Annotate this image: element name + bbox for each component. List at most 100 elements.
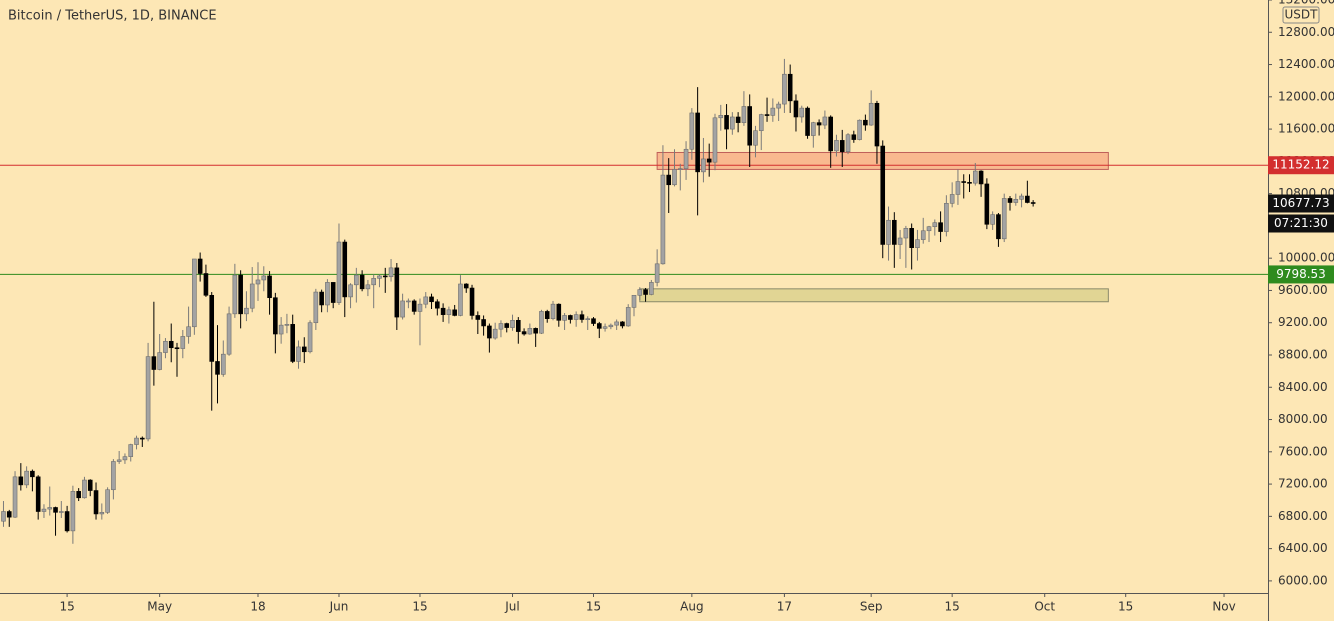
candle-body xyxy=(811,122,816,136)
last-price-box xyxy=(1268,194,1334,213)
candle-body xyxy=(157,352,162,370)
x-tick-label: 15 xyxy=(586,600,601,614)
candle-body xyxy=(625,307,631,327)
candle-body xyxy=(683,148,689,169)
candle-body xyxy=(116,459,122,462)
candle-body xyxy=(440,307,446,315)
candle-body xyxy=(400,300,405,318)
candle-body xyxy=(180,336,186,349)
x-tick-label: 15 xyxy=(945,600,960,614)
candle-body xyxy=(307,322,313,353)
y-tick-label: 10000.00 xyxy=(1278,251,1334,265)
candle-body xyxy=(336,241,342,303)
candle-body xyxy=(371,278,376,286)
candle-body xyxy=(701,158,706,173)
candle-body xyxy=(712,117,718,163)
x-tick-label: Jul xyxy=(504,600,519,614)
candle-body xyxy=(111,461,116,491)
candle-body xyxy=(168,340,174,349)
x-tick-label: 18 xyxy=(250,600,265,614)
candle-body xyxy=(140,437,145,440)
candle-body xyxy=(793,100,799,118)
candle-body xyxy=(273,297,278,335)
y-tick-label: 7600.00 xyxy=(1278,444,1328,458)
candle-body xyxy=(649,282,654,295)
candle-body xyxy=(544,311,550,319)
y-tick-label: 11600.00 xyxy=(1278,122,1334,136)
candle-body xyxy=(197,258,203,274)
candle-body xyxy=(53,507,58,513)
candle-body xyxy=(342,241,348,298)
candle-body xyxy=(880,145,886,245)
candle-body xyxy=(851,134,857,140)
candle-body xyxy=(695,112,700,173)
candle-body xyxy=(1007,198,1013,203)
candle-body xyxy=(1013,198,1019,203)
x-tick-label: Jun xyxy=(329,600,349,614)
candle-body xyxy=(874,102,880,147)
candle-body xyxy=(573,314,579,320)
candle-body xyxy=(516,320,521,332)
candle-body xyxy=(261,275,267,281)
candle-body xyxy=(608,324,614,328)
candle-body xyxy=(382,275,388,278)
candle-body xyxy=(596,323,602,329)
y-tick-label: 12400.00 xyxy=(1278,57,1334,71)
candle-body xyxy=(82,479,87,499)
countdown-box xyxy=(1268,214,1334,233)
candle-body xyxy=(903,228,909,239)
zone xyxy=(639,288,1109,303)
candle-body xyxy=(984,183,990,225)
candle-body xyxy=(666,174,672,186)
candle-body xyxy=(787,73,793,102)
candle-body xyxy=(220,353,226,375)
candle-body xyxy=(105,489,110,513)
candle-body xyxy=(163,340,168,353)
candle-body xyxy=(996,214,1001,240)
candle-body xyxy=(758,114,764,132)
y-tick-label: 6400.00 xyxy=(1278,541,1328,555)
candle-body xyxy=(533,328,538,334)
candle-body xyxy=(972,170,978,184)
y-tick-label: 8000.00 xyxy=(1278,412,1328,426)
unit-label: USDT xyxy=(1285,8,1319,22)
candle-body xyxy=(203,273,209,296)
candle-body xyxy=(278,324,284,335)
candle-body xyxy=(521,331,527,335)
x-tick-label: 15 xyxy=(1118,600,1133,614)
candle-body xyxy=(944,203,949,232)
candle-body xyxy=(938,222,943,232)
x-tick-label: May xyxy=(147,600,172,614)
candle-body xyxy=(296,346,301,362)
candle-body xyxy=(782,73,787,105)
candle-body xyxy=(406,300,411,303)
y-tick-label: 8800.00 xyxy=(1278,347,1328,361)
candle-body xyxy=(452,309,457,316)
candle-body xyxy=(492,328,498,339)
countdown-label: 07:21:30 xyxy=(1274,216,1328,230)
candle-body xyxy=(411,300,417,312)
candle-body xyxy=(174,347,180,350)
candle-body xyxy=(568,315,573,320)
candle-body xyxy=(244,307,249,315)
candle-body xyxy=(504,323,510,328)
x-tick-label: Nov xyxy=(1212,600,1235,614)
candle-body xyxy=(267,275,272,299)
candle-body xyxy=(255,279,261,285)
candle-body xyxy=(313,291,319,324)
candle-body xyxy=(654,263,660,283)
candle-body xyxy=(30,470,35,478)
candle-body xyxy=(284,324,290,326)
candle-body xyxy=(365,284,371,290)
candle-body xyxy=(562,315,567,321)
candle-body xyxy=(348,284,353,298)
candle-body xyxy=(429,296,434,303)
candle-body xyxy=(446,309,452,315)
candle-body xyxy=(730,116,735,130)
y-tick-label: 13200.00 xyxy=(1278,0,1334,7)
candle-body xyxy=(706,158,712,163)
candle-body xyxy=(498,323,504,330)
candle-body xyxy=(209,294,215,362)
candle-body xyxy=(677,168,683,170)
